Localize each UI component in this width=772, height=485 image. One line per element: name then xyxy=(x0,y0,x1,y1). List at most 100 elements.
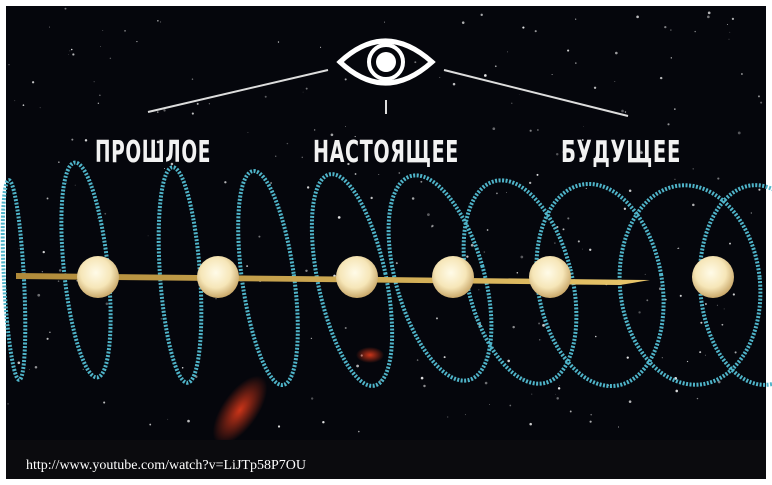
star xyxy=(507,360,510,363)
star xyxy=(7,322,8,323)
star xyxy=(517,272,519,274)
star xyxy=(94,81,95,82)
star xyxy=(575,19,576,20)
star xyxy=(636,16,639,19)
star xyxy=(624,208,626,210)
star xyxy=(305,270,307,272)
star xyxy=(215,298,217,300)
star xyxy=(556,153,558,155)
star xyxy=(729,243,731,245)
star xyxy=(589,249,591,251)
star xyxy=(8,64,9,65)
star xyxy=(512,326,514,328)
star xyxy=(160,21,161,22)
star xyxy=(687,361,688,362)
star xyxy=(18,361,21,364)
star xyxy=(453,83,456,86)
star xyxy=(106,302,109,305)
star xyxy=(538,323,540,325)
sphere xyxy=(77,256,119,298)
star xyxy=(258,236,260,238)
star xyxy=(322,421,324,423)
star xyxy=(727,24,728,25)
star xyxy=(192,112,194,114)
star xyxy=(700,322,702,324)
star xyxy=(751,212,752,213)
star xyxy=(70,51,71,52)
star xyxy=(384,22,385,23)
star xyxy=(43,251,45,253)
star xyxy=(492,127,495,130)
star xyxy=(660,77,662,79)
star xyxy=(302,157,303,158)
star xyxy=(157,111,159,113)
star xyxy=(614,81,615,82)
star xyxy=(47,338,49,340)
star xyxy=(721,324,723,326)
star xyxy=(14,100,15,101)
star xyxy=(85,139,87,141)
star xyxy=(621,110,624,113)
star xyxy=(98,103,99,104)
star xyxy=(670,29,671,30)
star xyxy=(583,126,584,127)
star xyxy=(535,30,537,32)
star xyxy=(314,129,315,130)
star xyxy=(37,294,40,297)
star xyxy=(161,318,162,319)
star xyxy=(338,216,341,219)
sphere xyxy=(336,256,378,298)
star xyxy=(570,411,572,413)
star xyxy=(489,404,490,405)
star xyxy=(555,394,556,395)
star xyxy=(427,213,430,216)
star xyxy=(567,217,569,219)
star xyxy=(246,265,248,267)
star xyxy=(355,173,357,175)
star xyxy=(590,414,592,416)
star xyxy=(495,65,497,67)
star xyxy=(627,356,629,358)
star xyxy=(110,58,111,59)
star xyxy=(345,78,347,80)
star xyxy=(99,94,101,96)
star xyxy=(694,31,695,32)
star xyxy=(479,290,480,291)
star xyxy=(652,239,653,240)
star xyxy=(678,248,679,249)
star xyxy=(40,107,41,108)
star xyxy=(421,377,424,380)
star xyxy=(439,77,440,78)
star xyxy=(638,311,640,313)
star xyxy=(741,73,743,75)
star xyxy=(615,52,618,55)
star xyxy=(729,32,730,33)
star xyxy=(35,366,38,369)
star xyxy=(509,405,511,407)
caption: http://www.youtube.com/watch?v=LiJTp58P7… xyxy=(26,458,306,473)
star xyxy=(707,16,710,19)
background xyxy=(6,6,766,479)
star xyxy=(677,248,678,249)
star xyxy=(708,12,711,15)
star xyxy=(537,174,539,176)
star xyxy=(567,50,569,52)
star xyxy=(680,295,682,297)
star xyxy=(23,104,25,106)
star xyxy=(667,123,669,125)
star xyxy=(578,240,580,242)
star xyxy=(724,308,725,309)
star xyxy=(71,139,73,141)
star xyxy=(529,423,532,426)
star xyxy=(618,427,619,428)
star xyxy=(466,255,468,257)
star xyxy=(157,20,159,22)
star xyxy=(414,61,416,63)
label-past: ПРОШЛОЕ xyxy=(95,135,211,170)
star xyxy=(481,14,483,16)
star xyxy=(758,189,760,191)
star xyxy=(311,397,313,399)
star xyxy=(65,8,67,10)
star xyxy=(471,244,474,247)
star xyxy=(506,192,507,193)
